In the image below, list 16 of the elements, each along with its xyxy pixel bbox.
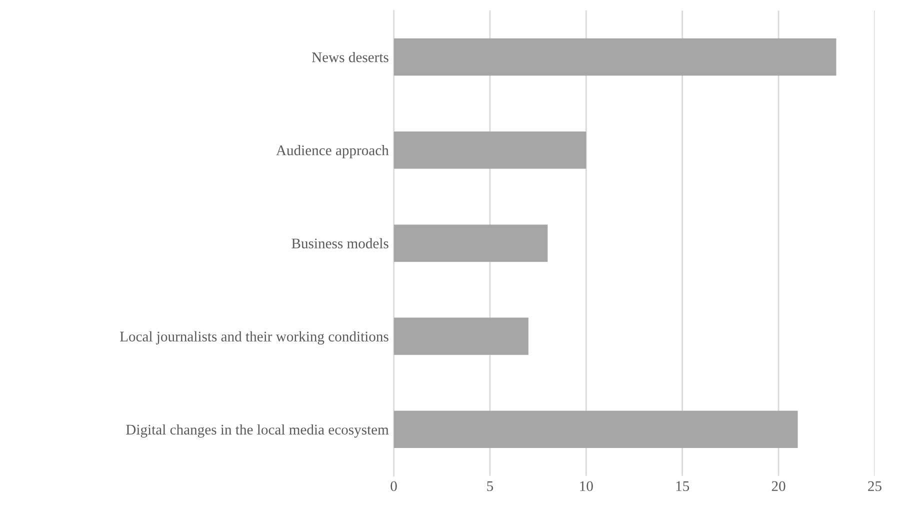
y-tick-label: Local journalists and their working conditions (120, 331, 388, 344)
x-tick-label: 25 (868, 481, 882, 492)
bar (394, 410, 798, 448)
bar (394, 131, 586, 169)
y-tick-label: Digital changes in the local media ecosystem (126, 424, 389, 438)
y-tick-label: Audience approach (276, 145, 389, 158)
x-tick-label: 10 (580, 481, 593, 492)
bar (394, 38, 836, 76)
bar (394, 318, 528, 355)
bar (394, 224, 548, 262)
x-tick-label: 5 (487, 481, 494, 492)
x-tick-label: 15 (676, 481, 690, 492)
y-tick-label: News deserts (312, 52, 388, 62)
x-tick-label: 20 (772, 481, 786, 492)
y-tick-label: Business models (292, 238, 388, 248)
x-tick-label: 0 (390, 481, 397, 492)
